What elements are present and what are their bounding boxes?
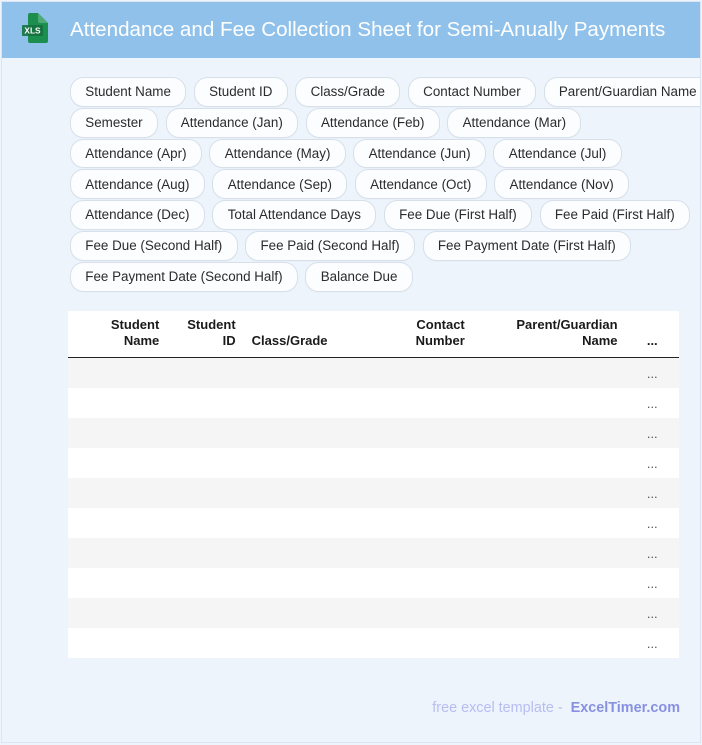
svg-text:XLS: XLS xyxy=(24,25,41,35)
